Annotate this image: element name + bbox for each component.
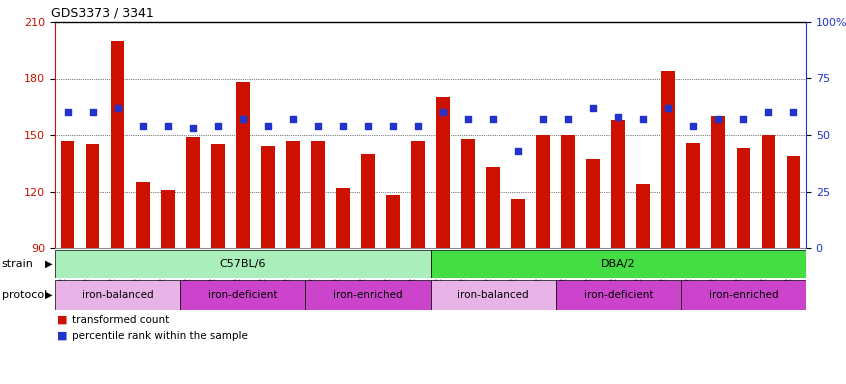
- Bar: [556, 280, 681, 310]
- Text: DBA/2: DBA/2: [601, 259, 635, 269]
- Bar: [161, 190, 174, 248]
- Point: [136, 123, 150, 129]
- Bar: [636, 184, 651, 248]
- Text: ■: ■: [57, 331, 67, 341]
- Point: [411, 123, 425, 129]
- Bar: [711, 116, 725, 248]
- Bar: [437, 97, 450, 248]
- Point: [261, 123, 275, 129]
- Point: [236, 116, 250, 122]
- Text: iron-enriched: iron-enriched: [333, 290, 403, 300]
- Bar: [186, 137, 200, 248]
- Bar: [180, 280, 305, 310]
- Bar: [111, 41, 124, 248]
- Bar: [211, 144, 224, 248]
- Text: iron-balanced: iron-balanced: [82, 290, 153, 300]
- Point: [85, 109, 99, 116]
- Point: [612, 114, 625, 120]
- Text: iron-deficient: iron-deficient: [208, 290, 277, 300]
- Point: [437, 109, 450, 116]
- Bar: [135, 182, 150, 248]
- Bar: [386, 195, 400, 248]
- Bar: [431, 280, 556, 310]
- Bar: [85, 144, 100, 248]
- Bar: [612, 120, 625, 248]
- Text: ▶: ▶: [45, 290, 52, 300]
- Bar: [236, 82, 250, 248]
- Bar: [411, 141, 425, 248]
- Point: [711, 116, 725, 122]
- Text: ▶: ▶: [45, 259, 52, 269]
- Bar: [305, 280, 431, 310]
- Bar: [511, 199, 525, 248]
- Point: [461, 116, 475, 122]
- Bar: [336, 188, 349, 248]
- Text: ■: ■: [57, 315, 67, 325]
- Point: [511, 148, 525, 154]
- Bar: [686, 142, 700, 248]
- Bar: [361, 154, 375, 248]
- Point: [211, 123, 224, 129]
- Point: [286, 116, 299, 122]
- Point: [636, 116, 650, 122]
- Text: transformed count: transformed count: [72, 315, 169, 325]
- Bar: [431, 250, 806, 278]
- Bar: [536, 135, 550, 248]
- Bar: [461, 139, 475, 248]
- Text: strain: strain: [2, 259, 34, 269]
- Point: [586, 105, 600, 111]
- Bar: [55, 280, 180, 310]
- Bar: [486, 167, 500, 248]
- Point: [386, 123, 399, 129]
- Bar: [737, 148, 750, 248]
- Point: [336, 123, 349, 129]
- Point: [536, 116, 550, 122]
- Point: [361, 123, 375, 129]
- Point: [787, 109, 800, 116]
- Point: [737, 116, 750, 122]
- Point: [186, 125, 200, 131]
- Text: percentile rank within the sample: percentile rank within the sample: [72, 331, 248, 341]
- Bar: [311, 141, 325, 248]
- Bar: [61, 141, 74, 248]
- Text: C57BL/6: C57BL/6: [219, 259, 266, 269]
- Text: iron-deficient: iron-deficient: [584, 290, 653, 300]
- Point: [662, 105, 675, 111]
- Text: protocol: protocol: [2, 290, 47, 300]
- Point: [486, 116, 500, 122]
- Point: [61, 109, 74, 116]
- Point: [311, 123, 325, 129]
- Point: [761, 109, 775, 116]
- Bar: [286, 141, 299, 248]
- Point: [161, 123, 174, 129]
- Bar: [761, 135, 775, 248]
- Text: iron-enriched: iron-enriched: [709, 290, 778, 300]
- Bar: [787, 156, 800, 248]
- Text: iron-balanced: iron-balanced: [458, 290, 529, 300]
- Bar: [561, 135, 575, 248]
- Text: GDS3373 / 3341: GDS3373 / 3341: [52, 7, 154, 20]
- Bar: [662, 71, 675, 248]
- Bar: [586, 159, 600, 248]
- Bar: [261, 146, 275, 248]
- Bar: [55, 250, 431, 278]
- Point: [111, 105, 124, 111]
- Point: [687, 123, 700, 129]
- Bar: [681, 280, 806, 310]
- Point: [562, 116, 575, 122]
